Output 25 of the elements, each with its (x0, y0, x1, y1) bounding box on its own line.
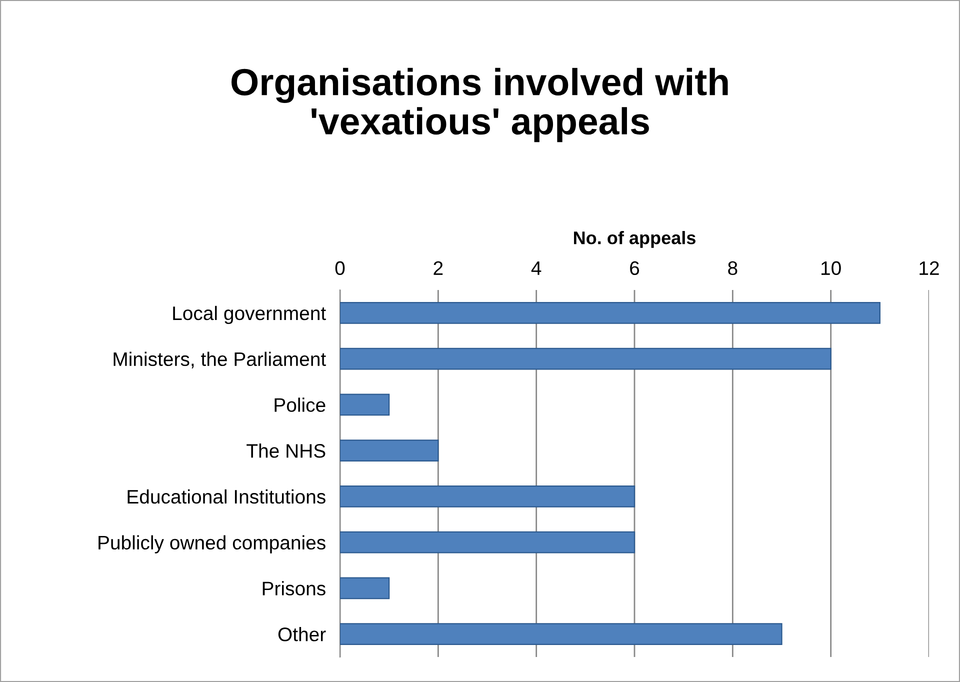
bar (340, 531, 636, 554)
bar (340, 623, 782, 645)
bar (340, 486, 636, 508)
y-tick-label: Ministers, the Parliament (114, 352, 326, 368)
y-tick-label: Local government (173, 306, 326, 324)
bar (340, 394, 390, 416)
y-tick-label: Other (278, 627, 326, 642)
x-tick-label: 8 (728, 261, 738, 276)
chart-title: Organisations involved with 'vexatious' appeals (232, 68, 728, 142)
x-tick-label: 2 (434, 261, 443, 275)
x-tick-label: 12 (920, 261, 939, 275)
bar (340, 302, 880, 324)
y-tick-label: The NHS (246, 444, 326, 458)
bar (340, 348, 832, 370)
y-tick-label: Police (274, 398, 326, 412)
bar (340, 577, 390, 600)
bar (340, 440, 439, 462)
x-tick-label: 0 (335, 261, 345, 276)
y-tick-label: Publicly owned companies (98, 535, 326, 554)
x-tick-label: 10 (822, 261, 841, 276)
y-tick-label: Educational Institutions (128, 489, 326, 504)
x-axis-title: No. of appeals (574, 231, 696, 248)
y-tick-label: Prisons (262, 581, 326, 596)
x-tick-label: 6 (630, 261, 640, 276)
x-tick-label: 4 (531, 261, 542, 275)
